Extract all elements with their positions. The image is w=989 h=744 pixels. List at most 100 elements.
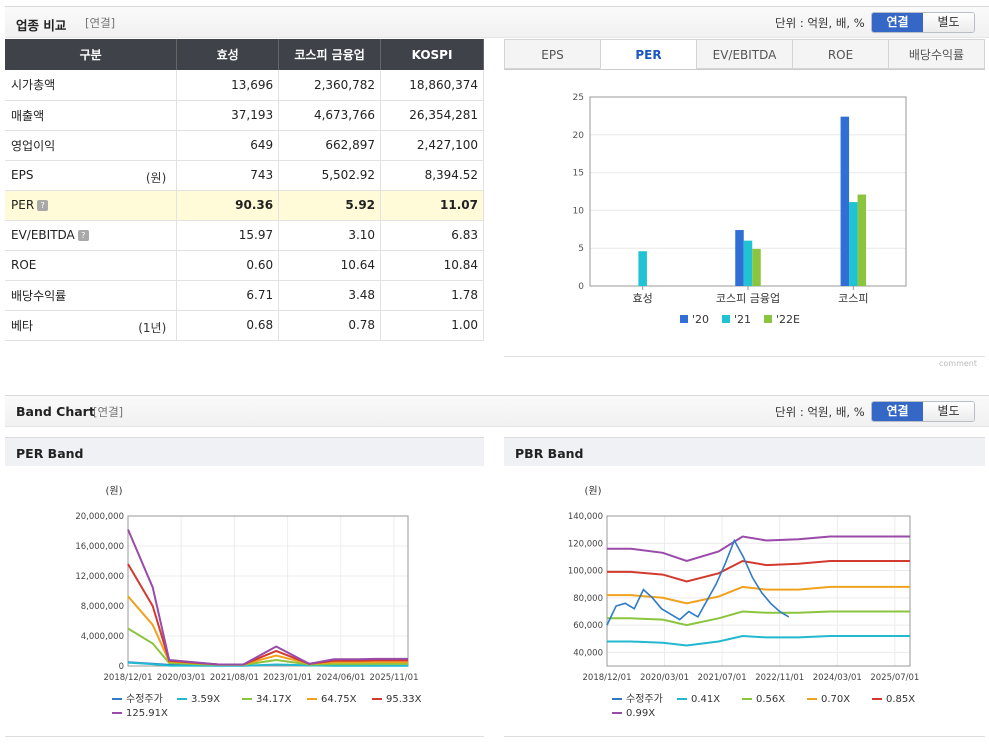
legend-label: 수정주가 — [126, 693, 163, 705]
compare-unit-label: 단위 : 억원, 배, % — [775, 16, 865, 30]
tab-3[interactable]: ROE — [792, 39, 888, 69]
separate-button[interactable]: 별도 — [923, 13, 974, 32]
x-tick-label: 2023/01/01 — [263, 673, 312, 683]
help-icon[interactable]: ? — [77, 230, 89, 241]
tab-0[interactable]: EPS — [504, 39, 600, 69]
value-cell: 3.48 — [278, 280, 382, 311]
pbr-band-chart: (원) 40,000 60,000 80,000 100,000 120,000 140,0… — [568, 485, 920, 719]
value-cell: 15.97 — [176, 220, 280, 251]
x-tick-label: 코스피 — [838, 292, 868, 305]
x-tick-label: 2025/07/01 — [870, 673, 919, 683]
legend-label: 64.75X — [321, 694, 357, 705]
y-tick-label: 5 — [578, 244, 584, 254]
band-section-header: Band Chart [연결] 단위 : 억원, 배, % 연결 별도 — [5, 395, 989, 427]
row-label-cell: ROE — [5, 250, 178, 281]
x-tick-label: 효성 — [633, 292, 653, 305]
table-header-2: 코스피 금융업 — [278, 39, 382, 70]
plot-frame — [606, 515, 911, 667]
y-tick-label: 10 — [573, 206, 585, 216]
row-label-cell: 영업이익 — [5, 130, 178, 161]
y-tick-label: 8,000,000 — [81, 602, 124, 612]
y-tick-label: 16,000,000 — [75, 542, 124, 552]
y-tick-label: 20,000,000 — [75, 512, 124, 522]
pbr-band-panel-header: PBR Band — [504, 437, 985, 466]
y-axis-unit: (원) — [105, 485, 122, 497]
compare-section-subtitle: [연결] — [85, 16, 116, 30]
row-label: 매출액 — [11, 108, 45, 123]
x-tick-label: 2018/12/01 — [583, 673, 632, 683]
table-row: 영업이익 649 662,897 2,427,100 — [5, 130, 484, 161]
value-cell: 90.36 — [176, 190, 280, 221]
tab-4[interactable]: 배당수익률 — [888, 39, 985, 69]
price-line — [606, 538, 790, 626]
band-line — [607, 634, 910, 647]
bar — [735, 230, 744, 286]
band-consolidated-button[interactable]: 연결 — [872, 402, 923, 421]
comment-toggle[interactable]: comment — [938, 359, 977, 368]
band-line — [127, 563, 408, 666]
per-band-chart: (원) 0 4,000,000 8,000,000 12,000,000 16,000,0… — [75, 485, 421, 719]
row-label: EPS — [11, 168, 34, 182]
help-icon[interactable]: ? — [37, 200, 49, 211]
x-tick-label: 2024/06/01 — [316, 673, 365, 683]
table-row: 매출액 37,193 4,673,766 26,354,281 — [5, 100, 484, 131]
table-row: 시가총액 13,696 2,360,782 18,860,374 — [5, 70, 484, 101]
value-cell: 6.71 — [176, 280, 280, 311]
value-cell: 6.83 — [380, 220, 484, 251]
row-label: EV/EBITDA — [11, 228, 75, 242]
band-line — [127, 627, 408, 666]
legend-label: 수정주가 — [626, 693, 663, 705]
value-cell: 2,427,100 — [380, 130, 484, 161]
y-tick-label: 25 — [573, 93, 584, 103]
value-cell: 18,860,374 — [380, 70, 484, 101]
table-row: ROE 0.60 10.64 10.84 — [5, 250, 484, 281]
y-tick-label: 80,000 — [573, 594, 603, 604]
y-tick-label: 140,000 — [568, 512, 603, 522]
band-consolidation-toggle: 연결 별도 — [871, 401, 975, 422]
value-cell: 3.10 — [278, 220, 382, 251]
y-tick-label: 120,000 — [568, 539, 603, 549]
legend-label: 0.85X — [886, 694, 915, 705]
legend-label: 34.17X — [256, 694, 292, 705]
value-cell: 4,673,766 — [278, 100, 382, 131]
table-row: EV/EBITDA? 15.97 3.10 6.83 — [5, 220, 484, 251]
legend-swatch — [680, 315, 688, 323]
value-cell: 10.84 — [380, 250, 484, 281]
row-label: ROE — [11, 258, 37, 272]
industry-comparison-table: 구분 효성 코스피 금융업 KOSPI 시가총액 13,696 2,360,782 18,8… — [5, 39, 484, 341]
row-label-cell: EPS (원) — [5, 160, 178, 191]
value-cell: 2,360,782 — [278, 70, 382, 101]
legend-label: 3.59X — [191, 694, 220, 705]
per-band-divider — [5, 736, 484, 737]
bar — [840, 116, 850, 286]
table-row: EPS (원) 743 5,502.92 8,394.52 — [5, 160, 484, 191]
value-cell: 743 — [176, 160, 280, 191]
per-band-title: PER Band — [16, 446, 84, 461]
per-band-panel-header: PER Band — [5, 437, 484, 466]
band-line — [127, 661, 408, 667]
band-line — [607, 585, 910, 605]
value-cell: 5,502.92 — [278, 160, 382, 191]
row-label: 영업이익 — [11, 138, 56, 153]
value-cell: 1.00 — [380, 310, 484, 341]
band-line — [127, 595, 408, 666]
legend-label: 0.41X — [691, 694, 720, 705]
x-tick-label: 2024/03/01 — [813, 673, 862, 683]
tab-1[interactable]: PER — [600, 39, 696, 69]
row-label: PER — [11, 198, 35, 212]
band-separate-button[interactable]: 별도 — [923, 402, 974, 421]
x-tick-label: 2020/03/01 — [640, 673, 689, 683]
bar — [849, 202, 858, 286]
legend-swatch — [764, 315, 772, 323]
plot-frame — [127, 515, 409, 667]
value-cell: 662,897 — [278, 130, 382, 161]
legend-label: '21 — [734, 313, 751, 326]
table-row: 베타 (1년) 0.68 0.78 1.00 — [5, 310, 484, 341]
x-tick-label: 2018/12/01 — [104, 673, 153, 683]
consolidated-button[interactable]: 연결 — [872, 13, 923, 32]
bar — [857, 194, 867, 286]
y-tick-label: 4,000,000 — [81, 632, 124, 642]
band-line — [607, 535, 910, 563]
tab-2[interactable]: EV/EBITDA — [696, 39, 792, 69]
value-cell: 11.07 — [380, 190, 484, 221]
